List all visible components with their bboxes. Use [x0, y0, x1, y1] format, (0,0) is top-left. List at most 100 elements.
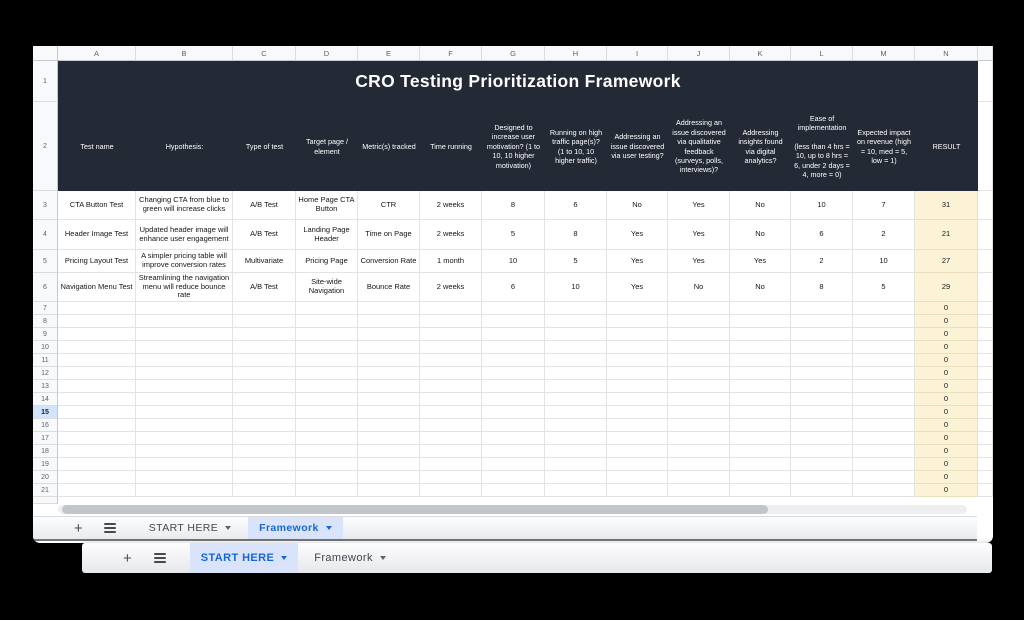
cell-J18[interactable]	[668, 445, 730, 458]
cell-D20[interactable]	[296, 471, 358, 484]
column-header-F[interactable]: F	[420, 46, 482, 61]
cell-F9[interactable]	[420, 328, 482, 341]
column-header-A[interactable]: A	[58, 46, 136, 61]
cell-J20[interactable]	[668, 471, 730, 484]
cell-H5[interactable]: 5	[545, 250, 607, 273]
cell-partial-8[interactable]	[978, 315, 993, 328]
row-header-7[interactable]: 7	[33, 302, 58, 315]
tab-start-here-back[interactable]: START HERE	[138, 517, 242, 539]
cell-E16[interactable]	[358, 419, 420, 432]
cell-K5[interactable]: Yes	[730, 250, 791, 273]
cell-I8[interactable]	[607, 315, 668, 328]
header-cell-H2[interactable]: Running on high traffic page(s)? (1 to 1…	[545, 102, 607, 191]
column-header-B[interactable]: B	[136, 46, 233, 61]
cell-C8[interactable]	[233, 315, 296, 328]
cell-D15[interactable]	[296, 406, 358, 419]
cell-M17[interactable]	[853, 432, 915, 445]
cell-G3[interactable]: 8	[482, 191, 545, 220]
cell-H9[interactable]	[545, 328, 607, 341]
cell-K19[interactable]	[730, 458, 791, 471]
cell-K12[interactable]	[730, 367, 791, 380]
cell-A9[interactable]	[58, 328, 136, 341]
cell-A16[interactable]	[58, 419, 136, 432]
cell-L5[interactable]: 2	[791, 250, 853, 273]
add-sheet-icon[interactable]: +	[74, 519, 83, 537]
cell-E20[interactable]	[358, 471, 420, 484]
cell-I7[interactable]	[607, 302, 668, 315]
cell-G19[interactable]	[482, 458, 545, 471]
cell-C14[interactable]	[233, 393, 296, 406]
cell-N13[interactable]: 0	[915, 380, 978, 393]
cell-partial-19[interactable]	[978, 458, 993, 471]
cell-C15[interactable]	[233, 406, 296, 419]
cell-H20[interactable]	[545, 471, 607, 484]
cell-partial-18[interactable]	[978, 445, 993, 458]
cell-A4[interactable]: Header Image Test	[58, 220, 136, 250]
cell-E5[interactable]: Conversion Rate	[358, 250, 420, 273]
select-all-corner[interactable]	[33, 46, 58, 61]
cell-C11[interactable]	[233, 354, 296, 367]
cell-F13[interactable]	[420, 380, 482, 393]
cell-N8[interactable]: 0	[915, 315, 978, 328]
cell-H4[interactable]: 8	[545, 220, 607, 250]
cell-I13[interactable]	[607, 380, 668, 393]
row-header-19[interactable]: 19	[33, 458, 58, 471]
cell-J10[interactable]	[668, 341, 730, 354]
row-header-16[interactable]: 16	[33, 419, 58, 432]
cell-N15[interactable]: 0	[915, 406, 978, 419]
cell-B4[interactable]: Updated header image will enhance user e…	[136, 220, 233, 250]
cell-partial-10[interactable]	[978, 341, 993, 354]
column-header-D[interactable]: D	[296, 46, 358, 61]
cell-N7[interactable]: 0	[915, 302, 978, 315]
cell-E14[interactable]	[358, 393, 420, 406]
cell-F5[interactable]: 1 month	[420, 250, 482, 273]
cell-C13[interactable]	[233, 380, 296, 393]
cell-B16[interactable]	[136, 419, 233, 432]
cell-N10[interactable]: 0	[915, 341, 978, 354]
cell-L8[interactable]	[791, 315, 853, 328]
cell-L16[interactable]	[791, 419, 853, 432]
cell-A3[interactable]: CTA Button Test	[58, 191, 136, 220]
header-cell-B2[interactable]: Hypothesis:	[136, 102, 233, 191]
header-cell-E2[interactable]: Metric(s) tracked	[358, 102, 420, 191]
cell-H6[interactable]: 10	[545, 273, 607, 302]
cell-F17[interactable]	[420, 432, 482, 445]
cell-L19[interactable]	[791, 458, 853, 471]
cell-E21[interactable]	[358, 484, 420, 497]
column-header-C[interactable]: C	[233, 46, 296, 61]
cell-E12[interactable]	[358, 367, 420, 380]
cell-J16[interactable]	[668, 419, 730, 432]
cell-I21[interactable]	[607, 484, 668, 497]
cell-F3[interactable]: 2 weeks	[420, 191, 482, 220]
row-header-5[interactable]: 5	[33, 250, 58, 273]
column-header-H[interactable]: H	[545, 46, 607, 61]
cell-E4[interactable]: Time on Page	[358, 220, 420, 250]
cell-L18[interactable]	[791, 445, 853, 458]
cell-I17[interactable]	[607, 432, 668, 445]
cell-C9[interactable]	[233, 328, 296, 341]
cell-N4[interactable]: 21	[915, 220, 978, 250]
column-header-E[interactable]: E	[358, 46, 420, 61]
cell-G12[interactable]	[482, 367, 545, 380]
cell-E7[interactable]	[358, 302, 420, 315]
cell-A17[interactable]	[58, 432, 136, 445]
cell-A13[interactable]	[58, 380, 136, 393]
cell-G11[interactable]	[482, 354, 545, 367]
header-cell-N2[interactable]: RESULT	[915, 102, 978, 191]
cell-N5[interactable]: 27	[915, 250, 978, 273]
cell-partial-20[interactable]	[978, 471, 993, 484]
cell-J7[interactable]	[668, 302, 730, 315]
cell-I12[interactable]	[607, 367, 668, 380]
cell-H14[interactable]	[545, 393, 607, 406]
cell-E11[interactable]	[358, 354, 420, 367]
cell-C12[interactable]	[233, 367, 296, 380]
cell-M10[interactable]	[853, 341, 915, 354]
cell-D7[interactable]	[296, 302, 358, 315]
cell-N20[interactable]: 0	[915, 471, 978, 484]
header-cell-D2[interactable]: Target page / element	[296, 102, 358, 191]
cell-N11[interactable]: 0	[915, 354, 978, 367]
cell-partial-2[interactable]	[978, 102, 993, 191]
cell-L3[interactable]: 10	[791, 191, 853, 220]
cell-F12[interactable]	[420, 367, 482, 380]
cell-B13[interactable]	[136, 380, 233, 393]
